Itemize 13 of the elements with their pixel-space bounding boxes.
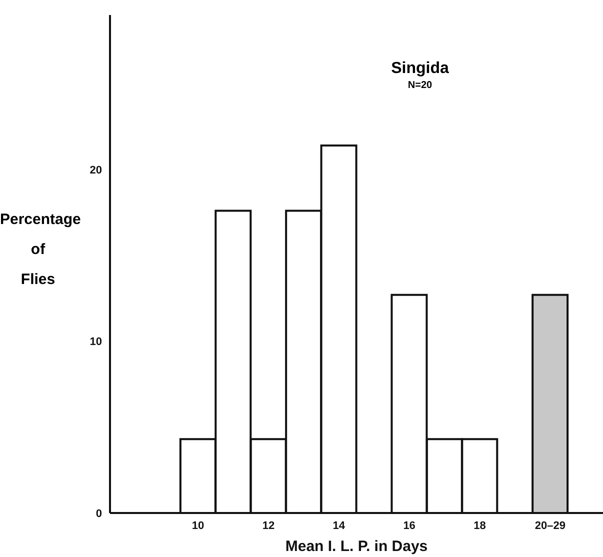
x-tick-label: 18 (474, 520, 486, 532)
annotation: Singida (390, 60, 450, 78)
y-tick-label: 10 (90, 336, 102, 348)
y-axis-title: Percentage of Flies (0, 210, 81, 290)
x-tick-label: 20–29 (534, 520, 566, 532)
x-tick-label: 12 (262, 520, 275, 532)
y-tick-label: 20 (90, 164, 102, 176)
annotation: N=20 (406, 80, 434, 91)
x-tick-label: 14 (332, 520, 346, 532)
x-axis-title: Mean I. L. P. in Days (285, 538, 428, 555)
x-tick-label: 16 (403, 520, 416, 532)
y-tick-label: 0 (96, 508, 102, 520)
x-tick-label: 10 (192, 520, 204, 532)
